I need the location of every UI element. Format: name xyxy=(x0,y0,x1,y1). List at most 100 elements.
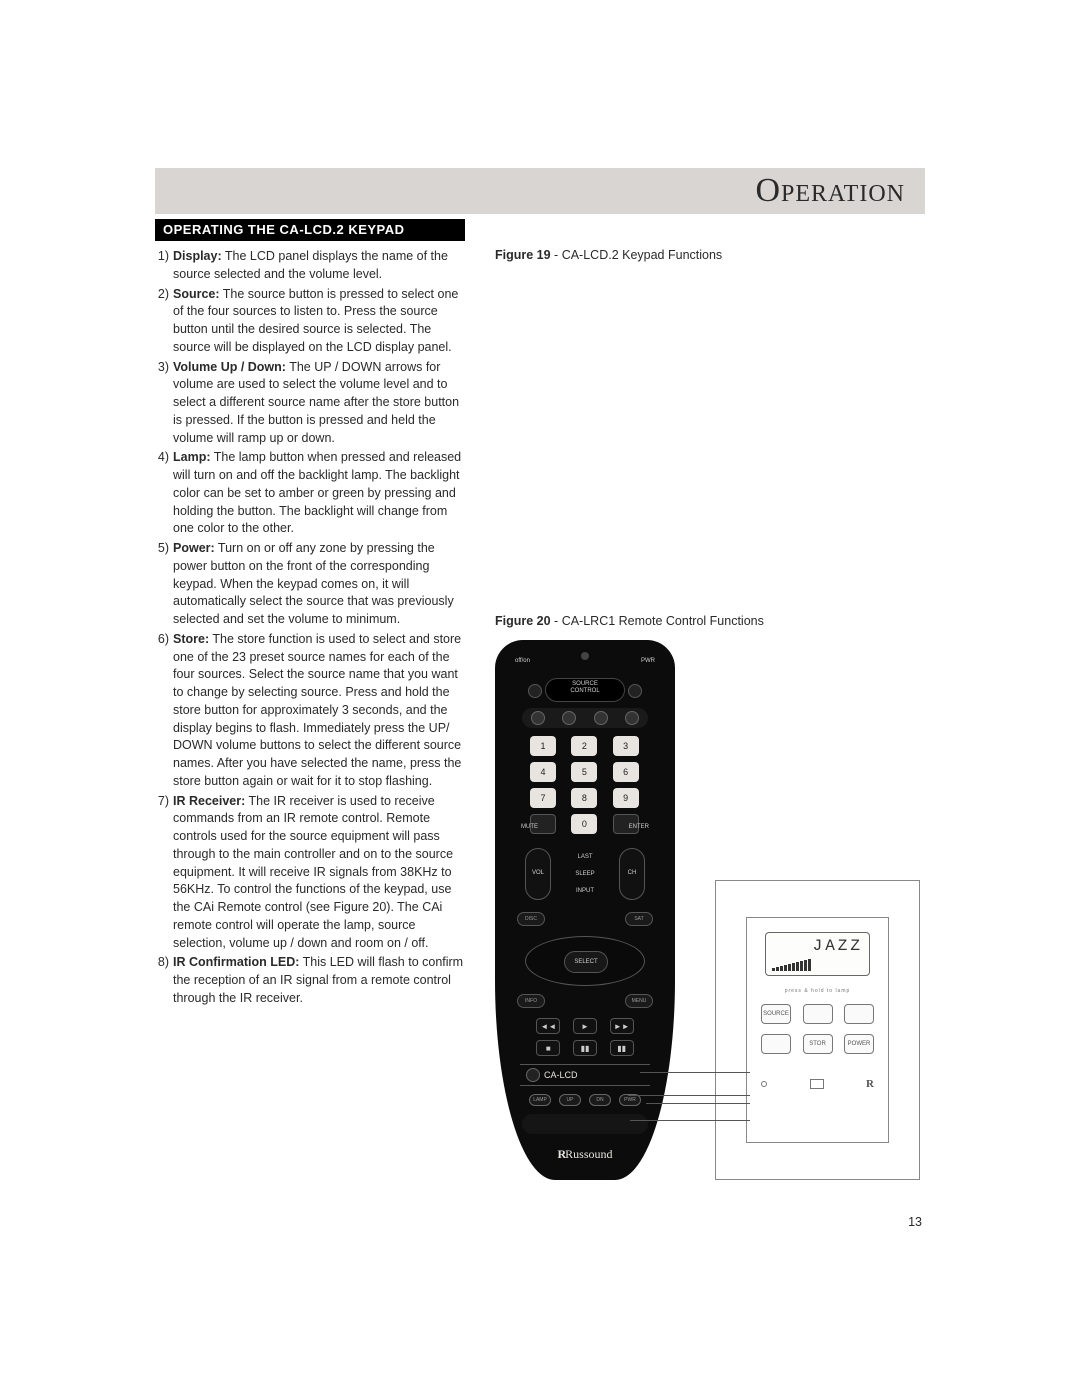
item-body: Store: The store function is used to sel… xyxy=(173,631,465,791)
connector-line xyxy=(628,1095,750,1096)
item-lead: Volume Up / Down: xyxy=(173,360,286,374)
remote-mute-enter-row: MUTE ENTER xyxy=(495,824,675,830)
remote-src-3 xyxy=(594,711,608,725)
remote-disc-button: DISC xyxy=(517,912,545,926)
remote-transport-key: ►► xyxy=(610,1018,634,1034)
keypad-row-1: SOURCE xyxy=(761,1004,874,1024)
item-number: 3) xyxy=(155,359,173,448)
remote-source-select-row xyxy=(522,1114,648,1134)
remote-ch-rocker: CH xyxy=(619,848,645,900)
item-text: The lamp button when pressed and release… xyxy=(173,450,461,535)
remote-pwr-label: PWR xyxy=(641,658,655,664)
keypad-source-button: SOURCE xyxy=(761,1004,791,1024)
figure-19-desc: CA-LCD.2 Keypad Functions xyxy=(562,248,723,262)
remote-brand: RRussound xyxy=(495,1147,675,1162)
figure-19-label: Figure 19 xyxy=(495,248,551,262)
keypad-store-button: STOR xyxy=(803,1034,833,1054)
keypad-brand-logo: R xyxy=(866,1078,874,1090)
item-body: IR Receiver: The IR receiver is used to … xyxy=(173,793,465,953)
keypad-lcd: JAZZ xyxy=(765,932,870,976)
keypad-wallplate: JAZZ press & hold to lamp SOURCE STOR PO… xyxy=(715,880,920,1180)
remote-numkey: 9 xyxy=(613,788,639,808)
instruction-item: 3)Volume Up / Down: The UP / DOWN arrows… xyxy=(155,359,465,448)
remote-numkey: 1 xyxy=(530,736,556,756)
page-title: Operation xyxy=(755,172,905,210)
remote-brand-text: Russound xyxy=(565,1147,612,1161)
item-lead: Power: xyxy=(173,541,215,555)
item-body: Power: Turn on or off any zone by pressi… xyxy=(173,540,465,629)
item-lead: Lamp: xyxy=(173,450,211,464)
remote-last-label: LAST xyxy=(577,854,592,860)
item-lead: Display: xyxy=(173,249,222,263)
keypad-lcd-text: JAZZ xyxy=(772,937,863,955)
remote-src-4 xyxy=(625,711,639,725)
remote-source-control: SOURCECONTROL xyxy=(545,678,625,702)
keypad-power-button: POWER xyxy=(844,1034,874,1054)
remote-transport-key: ► xyxy=(573,1018,597,1034)
item-body: Source: The source button is pressed to … xyxy=(173,286,465,357)
remote-numkey: 8 xyxy=(571,788,597,808)
keypad-sublabel: press & hold to lamp xyxy=(747,988,888,994)
remote-select-button: SELECT xyxy=(564,951,608,973)
remote-numkey: 5 xyxy=(571,762,597,782)
remote-transport-key: ■ xyxy=(536,1040,560,1056)
item-number: 4) xyxy=(155,449,173,538)
remote-mid-labels: LAST SLEEP INPUT xyxy=(559,848,611,900)
remote-numkey: 6 xyxy=(613,762,639,782)
item-number: 2) xyxy=(155,286,173,357)
keypad-row-2: STOR POWER xyxy=(761,1034,874,1054)
item-lead: IR Receiver: xyxy=(173,794,245,808)
remote-sat-button: SAT xyxy=(625,912,653,926)
keypad-volume-bars xyxy=(772,959,863,971)
item-number: 5) xyxy=(155,540,173,629)
remote-numpad: 1234567890 xyxy=(530,736,640,834)
remote-vol-ch-cluster: VOL CH LAST SLEEP INPUT xyxy=(525,848,645,900)
item-text: The IR receiver is used to receive comma… xyxy=(173,794,453,950)
remote-vol-rocker: VOL xyxy=(525,848,551,900)
figure-20-label: Figure 20 xyxy=(495,614,551,628)
item-number: 7) xyxy=(155,793,173,953)
remote-transport-key: ▮▮ xyxy=(573,1040,597,1056)
keypad-ir-receiver xyxy=(810,1079,824,1089)
item-number: 8) xyxy=(155,954,173,1007)
instruction-item: 5)Power: Turn on or off any zone by pres… xyxy=(155,540,465,629)
remote-src-1 xyxy=(531,711,545,725)
remote-disc-sat-row: DISC SAT xyxy=(495,912,675,926)
connector-line xyxy=(646,1103,750,1104)
remote-top-labels: off/on PWR xyxy=(495,658,675,664)
item-body: IR Confirmation LED: This LED will flash… xyxy=(173,954,465,1007)
keypad-vol-up-button xyxy=(844,1004,874,1024)
remote-ch-label: CH xyxy=(620,870,644,876)
figure-20-caption: Figure 20 - CA-LRC1 Remote Control Funct… xyxy=(495,614,764,628)
item-lead: IR Confirmation LED: xyxy=(173,955,299,969)
instruction-item: 6)Store: The store function is used to s… xyxy=(155,631,465,791)
item-body: Display: The LCD panel displays the name… xyxy=(173,248,465,284)
keypad-lamp-button xyxy=(761,1034,791,1054)
connector-line xyxy=(630,1120,750,1121)
keypad-ir-led xyxy=(761,1081,767,1087)
remote-control-figure: off/on PWR SOURCECONTROL 1234567890 MUTE… xyxy=(495,640,675,1180)
header-bar: Operation xyxy=(155,168,925,214)
instruction-item: 2)Source: The source button is pressed t… xyxy=(155,286,465,357)
remote-ca-lcd-label: CA-LCD xyxy=(544,1070,578,1080)
remote-transport-key: ◄◄ xyxy=(536,1018,560,1034)
figure-19-caption: Figure 19 - CA-LCD.2 Keypad Functions xyxy=(495,248,722,262)
item-body: Lamp: The lamp button when pressed and r… xyxy=(173,449,465,538)
remote-bottom-pill: DN xyxy=(589,1094,611,1106)
instruction-item: 4)Lamp: The lamp button when pressed and… xyxy=(155,449,465,538)
item-number: 1) xyxy=(155,248,173,284)
figure-20-desc: CA-LRC1 Remote Control Functions xyxy=(562,614,764,628)
instruction-item: 1)Display: The LCD panel displays the na… xyxy=(155,248,465,284)
figure-19-sep: - xyxy=(551,248,562,262)
instruction-item: 8)IR Confirmation LED: This LED will fla… xyxy=(155,954,465,1007)
instruction-item: 7)IR Receiver: The IR receiver is used t… xyxy=(155,793,465,953)
remote-numkey: 3 xyxy=(613,736,639,756)
remote-numkey: 4 xyxy=(530,762,556,782)
figure-20-sep: - xyxy=(551,614,562,628)
remote-mute-label: MUTE xyxy=(521,824,538,830)
remote-bottom-pill: UP xyxy=(559,1094,581,1106)
remote-transport-keys: ◄◄►►►■▮▮▮▮ xyxy=(530,1018,640,1056)
keypad-vol-down-button xyxy=(803,1004,833,1024)
remote-info-menu-row: INFO MENU xyxy=(495,994,675,1008)
remote-info-button: INFO xyxy=(517,994,545,1008)
